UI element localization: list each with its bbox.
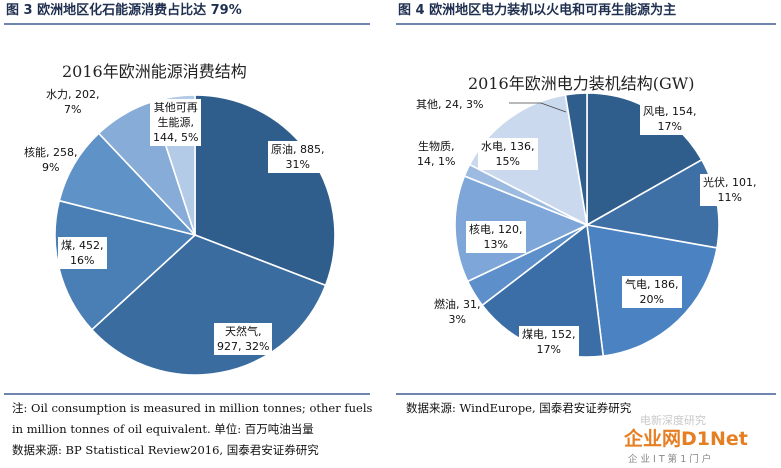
- data-label-line: 核电, 120,: [469, 223, 523, 236]
- chart-1-title: 2016年欧洲能源消费结构: [62, 62, 247, 81]
- data-label-line: 其他, 24, 3%: [416, 98, 484, 111]
- data-label-line: 煤电, 152,: [522, 328, 576, 341]
- chart-2-title: 2016年欧洲电力装机结构(GW): [468, 74, 695, 93]
- data-label-line: 其他可再: [153, 101, 198, 114]
- data-label: 其他可再生能源, 144, 5%: [150, 99, 202, 146]
- data-label-line: 14, 1%: [417, 155, 456, 168]
- data-label-line: 7%: [64, 103, 82, 116]
- data-label: 光伏, 101, 11%: [700, 174, 760, 206]
- figure-4-bottom-rule: [396, 393, 776, 395]
- data-label-line: 31%: [285, 158, 310, 171]
- data-label-line: 17%: [536, 343, 561, 356]
- data-label-line: 风电, 154,: [643, 105, 697, 118]
- data-label-line: 144, 5%: [153, 131, 199, 144]
- data-label: 其他, 24, 3%: [413, 96, 486, 113]
- pie-slice-1-4: [58, 132, 198, 237]
- leader-line: [509, 102, 567, 113]
- watermark-logo: 企业网D1Net: [624, 428, 748, 450]
- data-label: 核电, 120, 13%: [466, 221, 526, 253]
- figure-3-note-2: in million tonnes of oil equivalent. 单位:…: [12, 422, 314, 436]
- data-label: 风电, 154, 17%: [640, 103, 700, 135]
- data-label: 水电, 136, 15%: [478, 138, 538, 170]
- pie-slice-1-3: [54, 199, 197, 331]
- data-label-line: 天然气,: [224, 325, 262, 338]
- figure-4-source: 数据来源: WindEurope, 国泰君安证券研究: [406, 401, 632, 415]
- data-label-line: 16%: [70, 254, 95, 267]
- data-label-line: 11%: [717, 191, 742, 204]
- data-label: 燃油, 31, 3%: [431, 296, 484, 328]
- data-label-line: 光伏, 101,: [703, 176, 757, 189]
- figure-3-source: 数据来源: BP Statistical Review2016, 国泰君安证券研…: [12, 443, 319, 457]
- pie-slice-2-9: [564, 92, 588, 226]
- data-label-line: 13%: [483, 238, 508, 251]
- data-label-line: 15%: [495, 155, 520, 168]
- data-label: 水力, 202, 7%: [43, 86, 103, 118]
- data-label: 生物质, 14, 1%: [414, 138, 458, 170]
- data-label-line: 水电, 136,: [481, 140, 535, 153]
- data-label-line: 9%: [42, 161, 60, 174]
- data-label: 气电, 186, 20%: [622, 276, 682, 308]
- data-label-line: 原油, 885,: [271, 143, 325, 156]
- figure-3-heading: 图 3 欧洲地区化石能源消费占比达 79%: [6, 3, 242, 18]
- data-label-line: 生物质,: [417, 140, 455, 153]
- data-label-line: 17%: [657, 120, 682, 133]
- data-label-line: 927, 32%: [217, 340, 270, 353]
- watermark-tagline: 企 业 I T 第 1 门 户: [628, 454, 712, 465]
- figure-4-top-rule: [396, 23, 776, 25]
- figure-4-heading: 图 4 欧洲地区电力装机以火电和可再生能源为主: [398, 3, 677, 18]
- data-label-line: 煤, 452,: [61, 239, 104, 252]
- data-label: 天然气, 927, 32%: [214, 323, 273, 355]
- data-label: 原油, 885, 31%: [268, 141, 328, 173]
- data-label-line: 3%: [448, 313, 466, 326]
- data-label-line: 燃油, 31,: [434, 298, 481, 311]
- data-label-line: 核能, 258,: [24, 146, 78, 159]
- data-label-line: 生能源,: [157, 116, 194, 129]
- data-label: 煤电, 152, 17%: [519, 326, 579, 358]
- data-label: 煤, 452, 16%: [58, 237, 107, 269]
- figure-3-bottom-rule: [4, 393, 370, 395]
- figure-3-note-1: 注: Oil consumption is measured in millio…: [12, 401, 373, 415]
- figure-3-top-rule: [4, 23, 370, 25]
- data-label-line: 水力, 202,: [46, 88, 100, 101]
- watermark-faint-text: 电新深度研究: [640, 414, 706, 427]
- data-label: 核能, 258, 9%: [21, 144, 81, 176]
- data-label-line: 气电, 186,: [625, 278, 679, 291]
- data-label-line: 20%: [639, 293, 664, 306]
